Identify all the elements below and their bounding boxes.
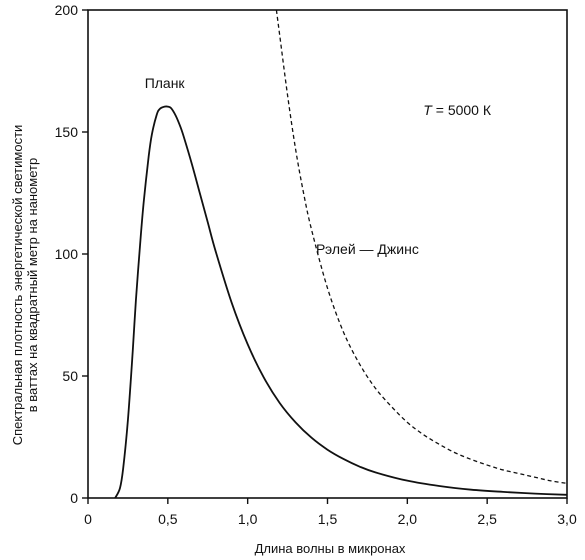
y-tick-label: 200 (55, 2, 79, 18)
x-tick-label: 0 (84, 511, 92, 527)
x-tick-label: 0,5 (158, 511, 178, 527)
x-tick-label: 3,0 (557, 511, 577, 527)
y-axis-title-line-1: Спектральная плотность энергетической св… (10, 125, 25, 446)
y-tick-label: 150 (55, 124, 79, 140)
x-axis-title: Длина волны в микронах (255, 541, 406, 556)
x-axis: 0 0,5 1,0 1,5 2,0 2,5 3,0 (84, 498, 577, 527)
y-axis: 0 50 100 150 200 (55, 2, 88, 506)
y-axis-title: Спектральная плотность энергетической св… (10, 125, 40, 446)
rayleigh-jeans-curve (275, 10, 567, 485)
y-tick-label: 0 (70, 490, 78, 506)
temperature-value: = 5000 К (432, 102, 492, 118)
y-axis-title-line-2: в ваттах на квадратный метр на нанометр (25, 158, 40, 412)
y-tick-label: 100 (55, 246, 79, 262)
annotation-rayleigh-jeans: Рэлей — Джинс (316, 241, 419, 257)
temperature-symbol: T (423, 102, 433, 118)
x-tick-label: 2,5 (477, 511, 497, 527)
x-tick-label: 1,5 (318, 511, 338, 527)
x-tick-label: 2,0 (398, 511, 418, 527)
planck-curve (114, 105, 567, 498)
series-layer (114, 10, 567, 498)
annotation-temperature: T = 5000 К (423, 102, 492, 118)
y-tick-label: 50 (62, 368, 78, 384)
x-tick-label: 1,0 (238, 511, 258, 527)
annotation-planck: Планк (145, 75, 186, 91)
